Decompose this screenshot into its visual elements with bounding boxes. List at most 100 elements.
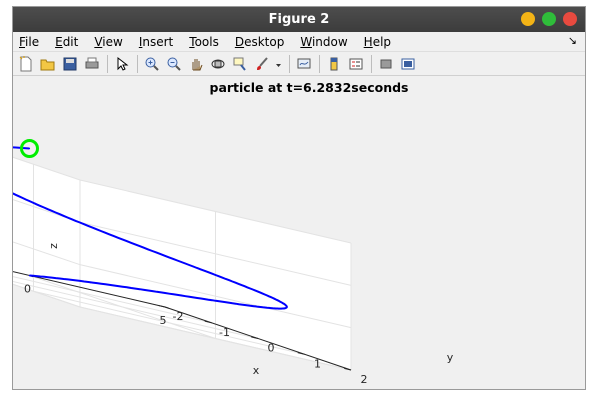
save-icon[interactable]: [61, 55, 79, 73]
menu-bar: File Edit View Insert Tools Desktop Window Help…: [13, 32, 585, 52]
trajectory-point: [257, 306, 259, 308]
zoom-in-icon[interactable]: [143, 55, 161, 73]
menu-mnemonic: E: [55, 34, 63, 49]
menu-mnemonic: V: [94, 34, 103, 49]
pointer-icon[interactable]: [113, 55, 131, 73]
brush-menu-icon[interactable]: [275, 55, 283, 73]
brush-icon[interactable]: [253, 55, 271, 73]
legend-icon[interactable]: [347, 55, 365, 73]
menu-mnemonic: F: [19, 34, 26, 49]
pan-icon[interactable]: [187, 55, 205, 73]
menu-label-rest: ools: [194, 34, 219, 49]
menu-mnemonic: W: [300, 34, 312, 49]
y-tick-label: -1: [219, 326, 230, 339]
menu-edit[interactable]: Edit: [55, 35, 78, 49]
y-tick-mark: [204, 320, 212, 324]
menu-desktop[interactable]: Desktop: [235, 35, 285, 49]
trajectory-curve: [13, 139, 288, 310]
trajectory-point: [92, 227, 94, 229]
grid-line: [79, 306, 352, 371]
colorbar-icon[interactable]: [325, 55, 343, 73]
title-bar[interactable]: Figure 2: [13, 7, 585, 32]
menu-tools[interactable]: Tools: [189, 35, 219, 49]
link-plot-icon[interactable]: [295, 55, 313, 73]
y-tick-mark: [158, 304, 166, 308]
particle-marker: [20, 139, 39, 158]
toolbar-separator: [371, 54, 372, 73]
trajectory-point: [28, 274, 31, 277]
axes-3d[interactable]: -505-2-10120246 particle at t=6.2832seco…: [13, 76, 586, 390]
trajectory-point: [34, 202, 36, 204]
window-controls: [521, 12, 577, 26]
grid-line: [79, 264, 352, 329]
new-figure-icon[interactable]: [17, 55, 35, 73]
menu-label-rest: ile: [25, 34, 40, 49]
menu-insert[interactable]: Insert: [139, 35, 173, 49]
x-tick-mark: [164, 306, 169, 309]
x-tick-label: 0: [24, 283, 31, 296]
grid-line: [33, 290, 305, 355]
menu-label-rest: iew: [102, 34, 123, 49]
toolbar-separator: [289, 54, 290, 73]
y-tick-label: 1: [314, 357, 321, 370]
plot-title: particle at t=6.2832seconds: [210, 80, 409, 95]
toolbar-separator: [137, 54, 138, 73]
grid-line: [79, 179, 352, 244]
grid-line: [13, 283, 81, 308]
z-axis-label: z: [47, 243, 60, 249]
zoom-out-icon[interactable]: [165, 55, 183, 73]
menu-window[interactable]: Window: [300, 35, 347, 49]
maximize-button[interactable]: [542, 12, 556, 26]
trajectory-point: [281, 302, 284, 305]
figure-toolbar: [13, 52, 585, 76]
trajectory-point: [151, 290, 153, 292]
show-plot-tools-icon[interactable]: [399, 55, 417, 73]
trajectory-point: [257, 291, 259, 293]
figure-window: Figure 2 File Edit View Insert Tools Desktop W…: [12, 6, 586, 390]
window-title: Figure 2: [268, 12, 330, 27]
toolbar-separator: [319, 54, 320, 73]
menu-label-rest: indow: [311, 34, 348, 49]
y-tick-mark: [251, 336, 259, 339]
grid-line: [13, 156, 81, 181]
trajectory-point: [283, 308, 285, 310]
y-tick-label: -2: [173, 310, 184, 323]
plot-area: -505-2-10120246 particle at t=6.2832seco…: [13, 76, 586, 390]
toolbar-separator: [107, 54, 108, 73]
close-button[interactable]: [563, 12, 577, 26]
y-tick-label: 2: [361, 373, 368, 386]
hide-plot-tools-icon[interactable]: [377, 55, 395, 73]
x-tick-label: 5: [160, 314, 167, 327]
menu-label-rest: elp: [372, 34, 392, 49]
y-axis-label: y: [447, 351, 454, 364]
grid-line: [13, 241, 81, 266]
side-wall: [13, 157, 80, 307]
x-axis-label: x: [253, 364, 260, 377]
trajectory-point: [214, 274, 217, 276]
menu-overflow-icon[interactable]: ↘: [567, 34, 577, 47]
print-icon[interactable]: [83, 55, 101, 73]
menu-label-rest: dit: [62, 34, 79, 49]
menu-mnemonic: H: [363, 34, 373, 49]
menu-help[interactable]: Help: [364, 35, 391, 49]
menu-view[interactable]: View: [94, 35, 122, 49]
data-cursor-icon[interactable]: [231, 55, 249, 73]
y-tick-label: 0: [268, 342, 275, 355]
grid-line: [13, 281, 259, 339]
menu-label-rest: esktop: [244, 34, 285, 49]
menu-label-rest: nsert: [142, 34, 174, 49]
menu-mnemonic: T: [189, 34, 195, 49]
trajectory-point: [28, 147, 31, 150]
open-file-icon[interactable]: [39, 55, 57, 73]
grid-line: [13, 199, 81, 223]
minimize-button[interactable]: [521, 12, 535, 26]
menu-mnemonic: I: [138, 34, 143, 49]
trajectory-point: [209, 298, 211, 301]
rotate-3d-icon[interactable]: [209, 55, 227, 73]
menu-mnemonic: D: [234, 34, 245, 49]
trajectory-point: [154, 251, 156, 253]
grid-line: [79, 221, 352, 286]
tick-labels: -505-2-10120246: [24, 283, 368, 387]
menu-file[interactable]: File: [19, 35, 39, 49]
grid-line: [13, 276, 212, 324]
